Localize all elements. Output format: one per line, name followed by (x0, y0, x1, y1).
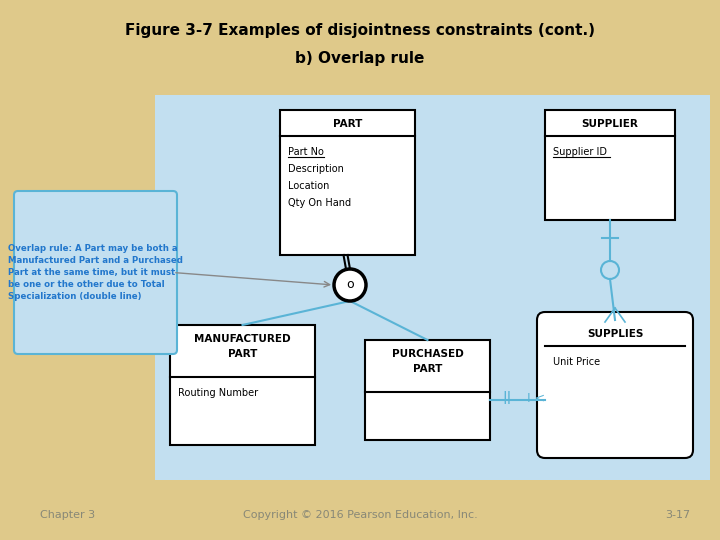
Text: Location: Location (288, 181, 329, 191)
Text: SUPPLIES: SUPPLIES (587, 329, 643, 339)
Text: b) Overlap rule: b) Overlap rule (295, 51, 425, 65)
Text: Routing Number: Routing Number (178, 388, 258, 398)
FancyBboxPatch shape (14, 191, 177, 354)
FancyBboxPatch shape (545, 110, 675, 220)
Text: Part No: Part No (288, 147, 324, 157)
Text: Overlap rule: A Part may be both a
Manufactured Part and a Purchased
Part at the: Overlap rule: A Part may be both a Manuf… (8, 245, 183, 301)
Circle shape (334, 269, 366, 301)
Text: Supplier ID: Supplier ID (553, 147, 607, 157)
FancyBboxPatch shape (365, 340, 490, 440)
Text: I <: I < (528, 392, 546, 404)
Text: o: o (346, 279, 354, 292)
Text: Unit Price: Unit Price (553, 357, 600, 367)
Text: Qty On Hand: Qty On Hand (288, 198, 351, 208)
Text: SUPPLIER: SUPPLIER (582, 119, 639, 129)
Text: ||: || (502, 392, 511, 404)
Text: 3-17: 3-17 (665, 510, 690, 520)
Text: Description: Description (288, 164, 344, 174)
FancyBboxPatch shape (537, 312, 693, 458)
FancyBboxPatch shape (170, 325, 315, 445)
FancyBboxPatch shape (155, 95, 710, 480)
Text: Figure 3-7 Examples of disjointness constraints (cont.): Figure 3-7 Examples of disjointness cons… (125, 23, 595, 37)
Text: PART: PART (333, 119, 362, 129)
Text: Chapter 3: Chapter 3 (40, 510, 95, 520)
Text: PART: PART (228, 349, 257, 359)
Text: MANUFACTURED: MANUFACTURED (194, 334, 291, 344)
Text: PURCHASED: PURCHASED (392, 349, 464, 359)
FancyBboxPatch shape (280, 110, 415, 255)
Text: PART: PART (413, 364, 442, 374)
Text: Copyright © 2016 Pearson Education, Inc.: Copyright © 2016 Pearson Education, Inc. (243, 510, 477, 520)
